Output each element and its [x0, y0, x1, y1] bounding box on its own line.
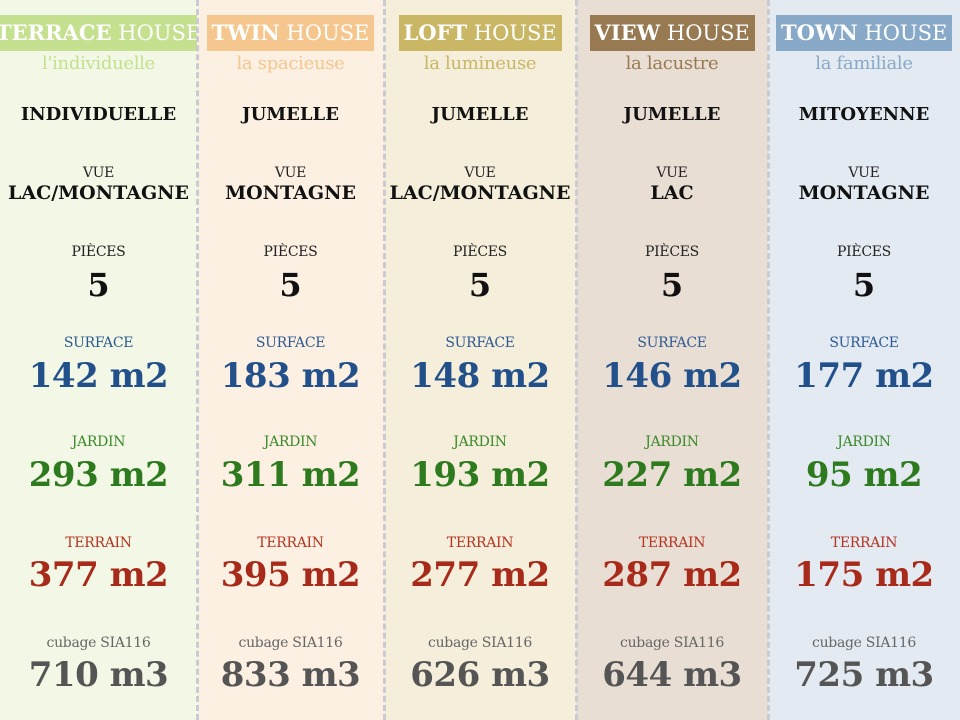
terrain-label: TERRAIN	[65, 535, 132, 551]
house-name-badge: TOWN HOUSE	[776, 15, 953, 51]
house-name-light: HOUSE	[286, 21, 370, 45]
terrain-label: TERRAIN	[446, 535, 514, 551]
house-name-bold: LOFT	[403, 20, 468, 45]
house-type: MITOYENNE	[798, 104, 930, 125]
surface-value: 177 m2	[794, 356, 934, 396]
vue-label: VUE	[464, 165, 496, 181]
vue-value: MONTAGNE	[225, 182, 356, 204]
house-type: INDIVIDUELLE	[20, 104, 177, 125]
house-subtitle: l'individuelle	[42, 53, 155, 74]
house-name-light: HOUSE	[473, 21, 557, 45]
jardin-value: 193 m2	[410, 455, 550, 495]
pieces-value: 5	[660, 266, 684, 304]
terrain-value: 175 m2	[794, 555, 934, 595]
vue-value: MONTAGNE	[798, 182, 930, 204]
cubage-value: 833 m3	[220, 655, 361, 695]
house-type: JUMELLE	[623, 104, 721, 125]
jardin-label: JARDIN	[645, 434, 699, 450]
pieces-value: 5	[852, 266, 876, 304]
jardin-value: 95 m2	[805, 455, 923, 495]
surface-value: 183 m2	[220, 356, 361, 396]
house-type: JUMELLE	[431, 104, 529, 125]
house-name-badge: LOFT HOUSE	[398, 15, 562, 51]
terrain-value: 277 m2	[410, 555, 550, 595]
terrain-value: 287 m2	[602, 555, 742, 595]
house-name-bold: VIEW	[594, 20, 661, 45]
surface-value: 148 m2	[410, 356, 550, 396]
cubage-value: 644 m3	[602, 655, 742, 695]
jardin-value: 293 m2	[28, 455, 169, 495]
house-name-bold: TERRACE	[0, 20, 112, 45]
surface-label: SURFACE	[445, 335, 515, 351]
house-column: LOFT HOUSE la lumineuse JUMELLE VUE LAC/…	[384, 0, 576, 720]
house-name-badge: VIEW HOUSE	[589, 15, 755, 51]
house-column: TERRACE HOUSE l'individuelle INDIVIDUELL…	[0, 0, 207, 720]
terrain-label: TERRAIN	[830, 535, 898, 551]
pieces-label: PIÈCES	[645, 244, 699, 260]
column-divider	[383, 0, 386, 720]
pieces-label: PIÈCES	[71, 244, 126, 260]
vue-label: VUE	[848, 165, 880, 181]
cubage-label: cubage SIA116	[238, 635, 343, 651]
terrain-label: TERRAIN	[257, 535, 324, 551]
house-subtitle: la familiale	[815, 53, 913, 74]
vue-label: VUE	[656, 165, 688, 181]
cubage-label: cubage SIA116	[620, 635, 724, 651]
cubage-value: 710 m3	[28, 655, 169, 695]
house-name-light: HOUSE	[118, 21, 202, 45]
terrain-value: 395 m2	[220, 555, 361, 595]
house-name-badge: TERRACE HOUSE	[0, 15, 207, 51]
terrain-label: TERRAIN	[638, 535, 706, 551]
pieces-value: 5	[468, 266, 492, 304]
vue-value: LAC/MONTAGNE	[389, 182, 571, 204]
house-column: VIEW HOUSE la lacustre JUMELLE VUE LAC P…	[576, 0, 768, 720]
jardin-value: 311 m2	[220, 455, 361, 495]
cubage-label: cubage SIA116	[46, 635, 151, 651]
column-divider	[196, 0, 199, 720]
vue-value: LAC/MONTAGNE	[7, 182, 190, 204]
house-type: JUMELLE	[242, 104, 339, 125]
cubage-label: cubage SIA116	[812, 635, 916, 651]
surface-value: 146 m2	[602, 356, 742, 396]
house-name-badge: TWIN HOUSE	[206, 15, 375, 51]
column-divider	[575, 0, 578, 720]
terrain-value: 377 m2	[28, 555, 169, 595]
vue-label: VUE	[274, 165, 307, 181]
pieces-value: 5	[279, 266, 302, 304]
house-subtitle: la lumineuse	[423, 53, 537, 74]
pieces-label: PIÈCES	[837, 244, 891, 260]
pieces-label: PIÈCES	[453, 244, 507, 260]
jardin-label: JARDIN	[263, 434, 318, 450]
surface-value: 142 m2	[28, 356, 169, 396]
house-column: TOWN HOUSE la familiale MITOYENNE VUE MO…	[768, 0, 960, 720]
house-name-light: HOUSE	[864, 21, 948, 45]
cubage-label: cubage SIA116	[428, 635, 532, 651]
house-name-light: HOUSE	[666, 21, 750, 45]
surface-label: SURFACE	[637, 335, 707, 351]
cubage-value: 725 m3	[794, 655, 934, 695]
vue-value: LAC	[650, 182, 694, 204]
house-name-bold: TWIN	[211, 20, 280, 45]
jardin-label: JARDIN	[71, 434, 126, 450]
house-subtitle: la lacustre	[625, 53, 719, 74]
column-divider	[767, 0, 770, 720]
surface-label: SURFACE	[829, 335, 899, 351]
cubage-value: 626 m3	[410, 655, 550, 695]
house-subtitle: la spacieuse	[236, 53, 345, 74]
surface-label: SURFACE	[255, 335, 326, 351]
jardin-label: JARDIN	[453, 434, 507, 450]
jardin-label: JARDIN	[837, 434, 891, 450]
pieces-value: 5	[87, 266, 110, 304]
surface-label: SURFACE	[63, 335, 134, 351]
house-column: TWIN HOUSE la spacieuse JUMELLE VUE MONT…	[197, 0, 384, 720]
pieces-label: PIÈCES	[263, 244, 318, 260]
jardin-value: 227 m2	[602, 455, 742, 495]
vue-label: VUE	[82, 165, 115, 181]
house-name-bold: TOWN	[781, 20, 858, 45]
